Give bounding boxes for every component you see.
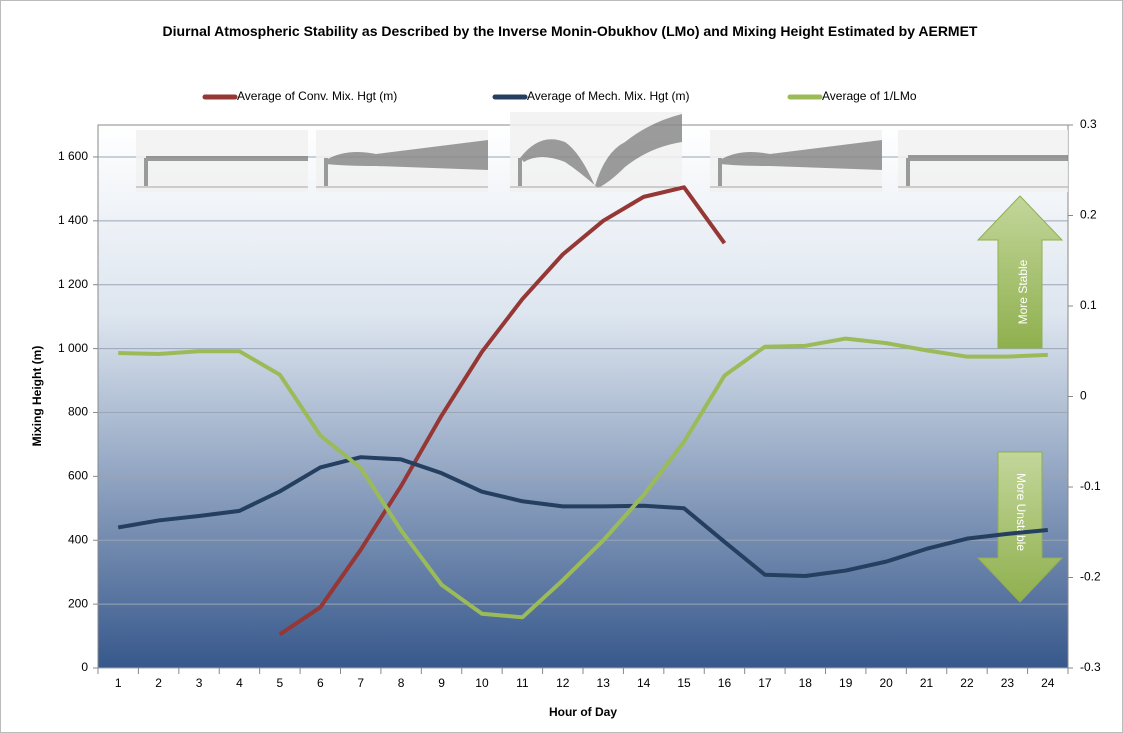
series-line (118, 336, 1048, 620)
x-tick-label: 16 (718, 676, 732, 690)
x-tick-label: 8 (398, 676, 405, 690)
x-tick-label: 11 (516, 676, 529, 690)
legend-label: Average of Mech. Mix. Hgt (m) (527, 89, 690, 103)
legend-label: Average of 1/LMo (822, 89, 917, 103)
annotation: More Unstable (1014, 473, 1028, 551)
x-tick-label: 5 (277, 676, 284, 690)
y-tick-label: 1 600 (58, 149, 88, 163)
chart-title: Diurnal Atmospheric Stability as Describ… (162, 23, 978, 39)
y-tick-label: 1 200 (58, 277, 88, 291)
annotation: More Stable (1016, 259, 1030, 324)
stable-arrow: More Stable (976, 195, 1064, 349)
x-tick-label: 20 (879, 676, 893, 690)
legend-label: Average of Conv. Mix. Hgt (m) (237, 89, 397, 103)
y-tick-label: 400 (68, 532, 88, 546)
x-tick-label: 22 (960, 676, 974, 690)
smoke-illustrations (136, 112, 1068, 192)
y2-tick-label: 0 (1080, 389, 1087, 403)
x-axis-title: Hour of Day (549, 705, 617, 719)
y-axis-title: Mixing Height (m) (30, 346, 44, 447)
x-tick-label: 13 (597, 676, 611, 690)
y2-tick-label: -0.3 (1080, 660, 1101, 674)
x-tick-label: 7 (357, 676, 364, 690)
x-tick-label: 14 (637, 676, 651, 690)
x-tick-label: 18 (799, 676, 813, 690)
y-tick-label: 600 (68, 469, 88, 483)
y2-tick-label: -0.1 (1080, 479, 1101, 493)
y2-tick-label: -0.2 (1080, 570, 1101, 584)
y2-tick-label: 0.3 (1080, 117, 1097, 131)
y-tick-label: 1 000 (58, 341, 88, 355)
plot-area (97, 124, 1069, 669)
x-tick-label: 15 (677, 676, 691, 690)
x-tick-label: 4 (236, 676, 243, 690)
x-tick-label: 10 (475, 676, 489, 690)
series-line (278, 185, 727, 637)
y-tick-label: 800 (68, 405, 88, 419)
x-tick-label: 24 (1041, 676, 1055, 690)
x-tick-label: 17 (758, 676, 772, 690)
y-tick-label: 0 (81, 660, 88, 674)
x-tick-label: 12 (556, 676, 570, 690)
x-tick-label: 23 (1001, 676, 1015, 690)
y2-tick-label: 0.1 (1080, 298, 1097, 312)
x-tick-label: 9 (438, 676, 445, 690)
x-tick-label: 19 (839, 676, 853, 690)
x-tick-label: 2 (155, 676, 162, 690)
x-tick-label: 1 (115, 676, 122, 690)
x-tick-label: 3 (196, 676, 203, 690)
series-line (117, 455, 1048, 579)
x-tick-label: 6 (317, 676, 324, 690)
y-tick-label: 1 400 (58, 213, 88, 227)
y2-tick-label: 0.2 (1080, 208, 1097, 222)
x-tick-label: 21 (920, 676, 934, 690)
y-tick-label: 200 (68, 596, 88, 610)
